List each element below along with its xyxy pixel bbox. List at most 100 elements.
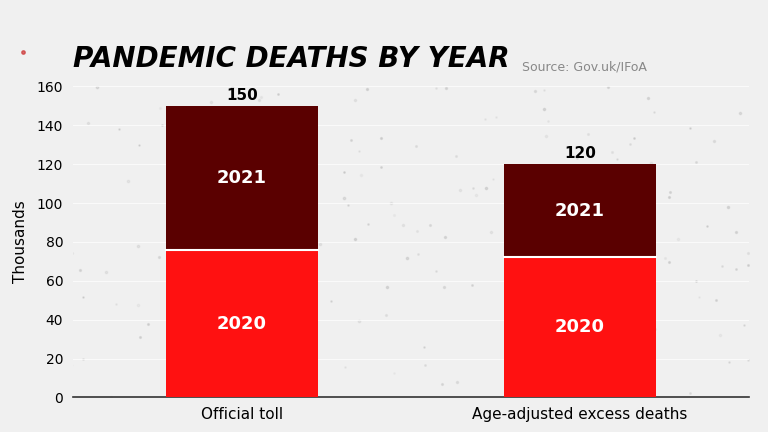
Point (611, 221, 623, 228)
Point (757, 231, 768, 238)
Point (342, 201, 354, 208)
Point (753, 155, 766, 162)
Point (353, 318, 365, 325)
Point (194, 345, 206, 352)
Point (412, 251, 424, 257)
Point (628, 134, 641, 141)
Point (641, 382, 653, 389)
Point (204, 335, 217, 342)
Point (237, 273, 249, 280)
Point (533, 242, 545, 249)
Point (338, 194, 350, 201)
Bar (166, 106, 318, 250)
Point (40, 261, 52, 268)
Point (579, 343, 591, 350)
Point (397, 222, 409, 229)
Text: 150: 150 (226, 88, 258, 103)
Point (353, 148, 365, 155)
Point (611, 248, 623, 254)
Point (642, 94, 654, 101)
Point (190, 222, 203, 229)
Point (571, 332, 583, 339)
Point (604, 370, 616, 377)
Point (730, 229, 743, 235)
Point (59, 360, 71, 367)
Point (742, 356, 754, 363)
Point (198, 363, 210, 370)
Point (742, 261, 754, 268)
Point (355, 171, 367, 178)
Point (470, 191, 482, 198)
Point (438, 283, 450, 290)
Point (540, 132, 552, 139)
Point (467, 184, 479, 191)
Point (487, 175, 499, 182)
Point (638, 308, 650, 315)
Point (338, 168, 350, 175)
Point (412, 228, 424, 235)
Point (142, 321, 154, 328)
Point (734, 110, 746, 117)
Point (339, 364, 351, 371)
Point (276, 217, 289, 224)
Point (480, 184, 492, 191)
Point (440, 85, 452, 92)
Point (326, 298, 338, 305)
Point (346, 137, 358, 144)
Point (60, 146, 72, 153)
Point (349, 236, 361, 243)
Point (525, 222, 537, 229)
Point (647, 249, 660, 256)
Point (387, 370, 399, 377)
Point (611, 156, 623, 162)
Point (205, 98, 217, 105)
Point (254, 288, 266, 295)
Point (538, 105, 550, 112)
Point (402, 255, 414, 262)
Point (605, 148, 617, 155)
Point (349, 97, 361, 104)
Point (386, 200, 398, 206)
Text: 2020: 2020 (554, 318, 605, 337)
Point (588, 219, 601, 226)
Point (17, 48, 29, 55)
Point (220, 359, 233, 366)
Point (535, 184, 547, 191)
Point (538, 312, 551, 319)
Point (671, 235, 684, 242)
Point (701, 222, 713, 229)
Point (237, 234, 249, 241)
Point (209, 284, 221, 291)
Point (659, 254, 671, 261)
Point (571, 155, 583, 162)
Point (100, 269, 112, 276)
Point (601, 83, 614, 90)
Point (362, 220, 375, 227)
Point (313, 240, 326, 247)
Point (485, 229, 497, 236)
Point (233, 302, 245, 308)
Point (105, 394, 118, 401)
Point (634, 218, 646, 225)
Bar (504, 257, 656, 397)
Point (255, 93, 267, 100)
Point (749, 311, 761, 318)
Point (647, 108, 660, 115)
Text: 2021: 2021 (554, 202, 605, 220)
Point (134, 333, 146, 340)
Point (65, 250, 78, 257)
Point (527, 378, 539, 385)
Text: 2020: 2020 (217, 314, 267, 333)
Point (198, 368, 210, 375)
Point (538, 181, 551, 187)
Point (304, 392, 316, 399)
Point (156, 122, 168, 129)
Y-axis label: Thousands: Thousands (13, 200, 28, 283)
Point (375, 135, 387, 142)
Bar (504, 164, 656, 257)
Point (684, 389, 696, 396)
Point (617, 203, 630, 210)
Point (622, 310, 634, 317)
Point (77, 293, 89, 300)
Point (389, 212, 401, 219)
